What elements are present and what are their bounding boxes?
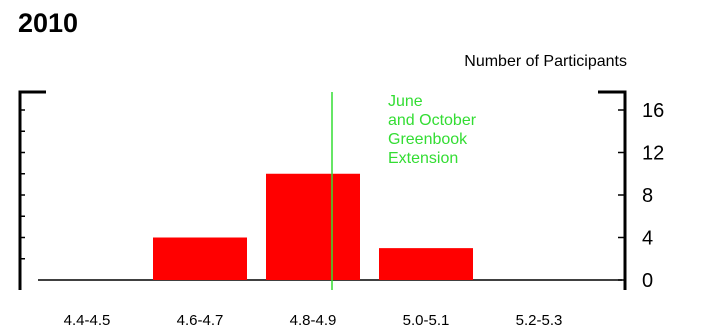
x-tick-label: 4.8-4.9: [290, 312, 337, 328]
chart-title: 2010: [18, 8, 79, 38]
bars-group: [153, 173, 473, 280]
greenbook-marker: June and October Greenbook Extension: [331, 92, 477, 290]
y-tick-label: 12: [642, 143, 664, 165]
y-tick-label: 16: [642, 100, 664, 122]
x-ticks-group: 4.4-4.5 4.6-4.7 4.8-4.9 5.0-5.1 5.2-5.3: [64, 312, 563, 328]
bar-4.8-4.9: [266, 173, 360, 280]
y-ticks-group: 0 4 8 12 16: [618, 100, 664, 292]
marker-label-line: June: [388, 93, 423, 110]
y-axis-label: Number of Participants: [464, 53, 627, 70]
x-tick-label: 5.0-5.1: [403, 312, 450, 328]
bar-4.6-4.7: [153, 237, 247, 280]
y-tick-label: 4: [642, 228, 653, 250]
marker-label-line: Extension: [388, 150, 458, 167]
bar-5.0-5.1: [379, 248, 473, 280]
x-tick-label: 5.2-5.3: [516, 312, 563, 328]
x-tick-label: 4.6-4.7: [177, 312, 224, 328]
y-tick-label: 0: [642, 270, 653, 292]
marker-label-line: and October: [388, 112, 477, 129]
marker-label-line: Greenbook: [388, 131, 468, 148]
x-tick-label: 4.4-4.5: [64, 312, 111, 328]
y-tick-label: 8: [642, 185, 653, 207]
